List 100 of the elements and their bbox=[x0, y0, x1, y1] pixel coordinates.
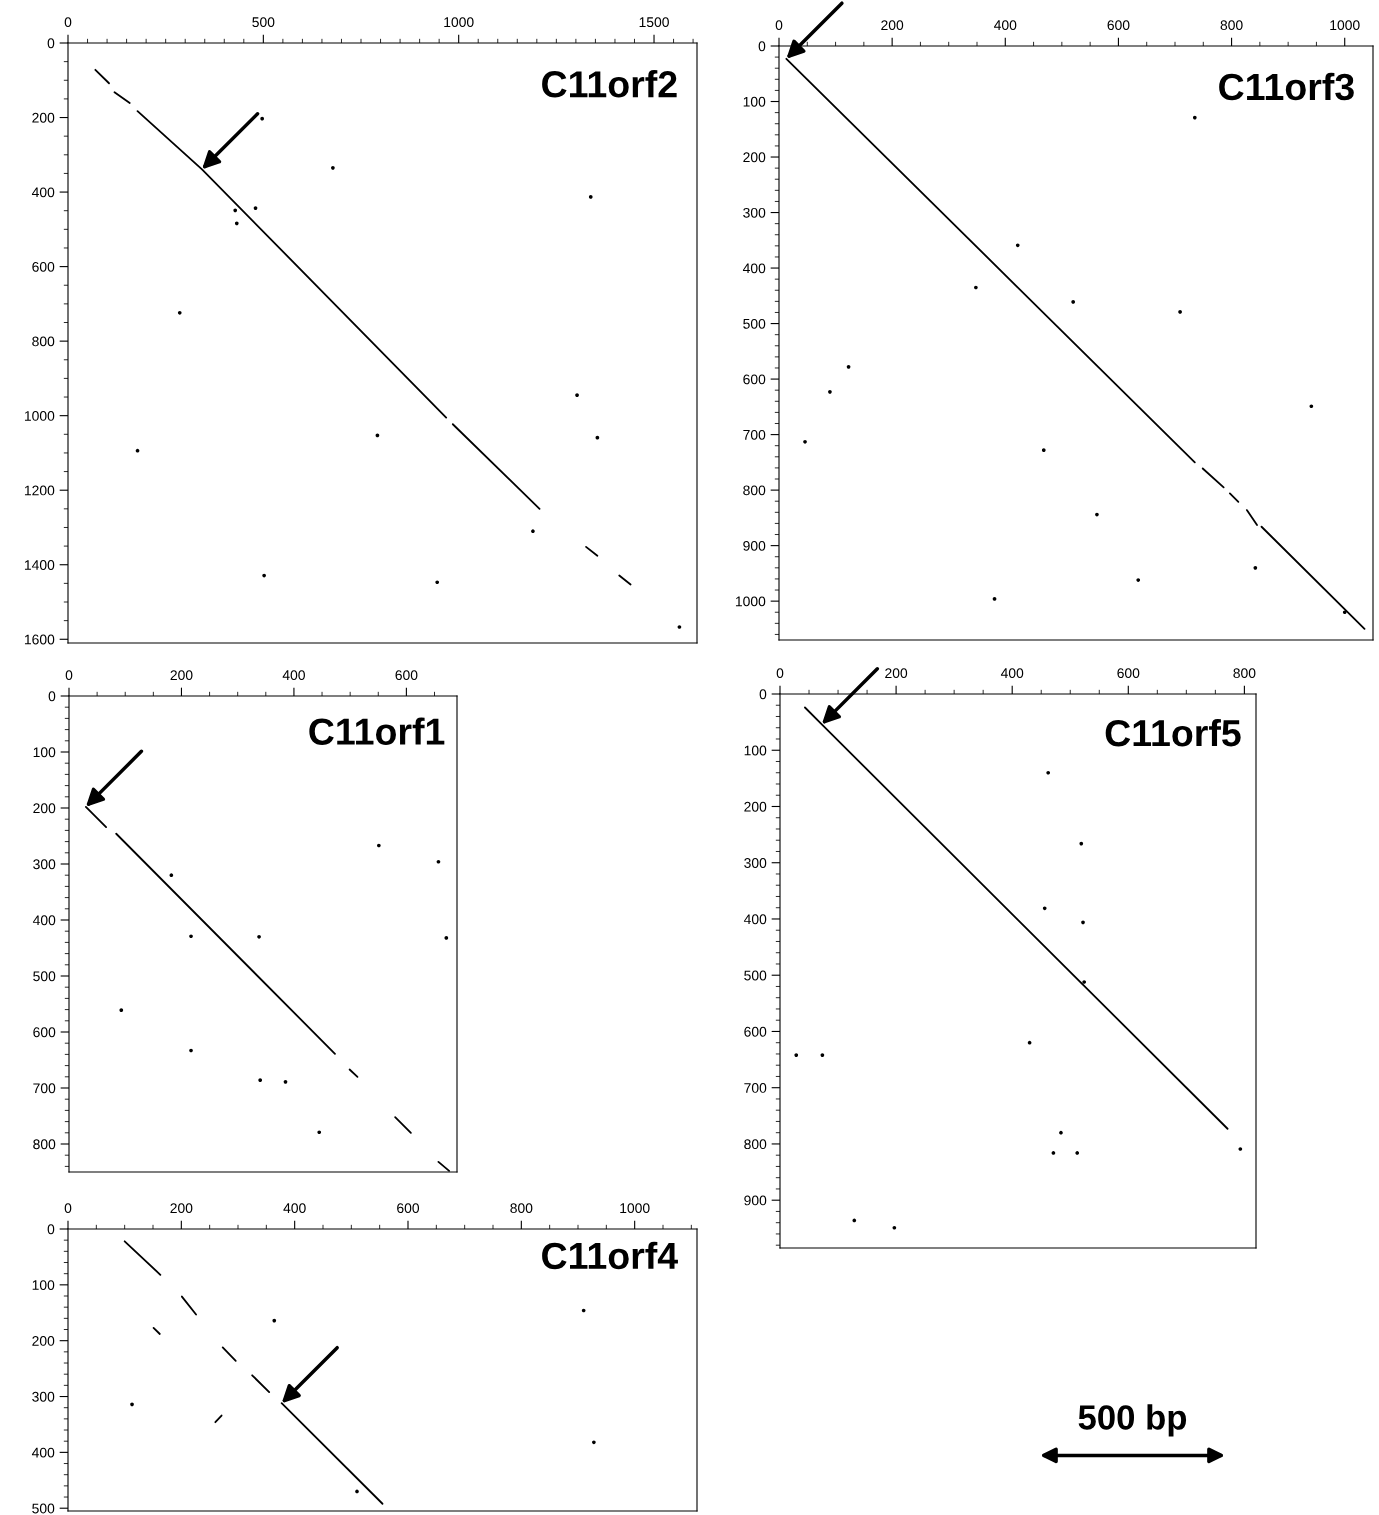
y-tick-label: 400 bbox=[742, 263, 766, 274]
point bbox=[436, 859, 441, 864]
y-tick-label: 200 bbox=[743, 152, 766, 163]
chart-title: C11orf1 bbox=[309, 717, 445, 745]
y-tick-label: 600 bbox=[743, 374, 766, 385]
point bbox=[234, 221, 239, 226]
y-tick-label: 1200 bbox=[24, 485, 55, 496]
x-tick-label: 800 bbox=[1233, 668, 1256, 679]
y-tick-label: 900 bbox=[744, 1195, 767, 1206]
x-tick-label: 0 bbox=[65, 670, 73, 681]
x-tick-label: 1000 bbox=[620, 1203, 650, 1214]
point bbox=[189, 934, 193, 939]
point bbox=[1082, 980, 1087, 984]
point bbox=[1081, 920, 1085, 925]
y-tick-label: 800 bbox=[33, 1139, 56, 1150]
x-tick-label: 0 bbox=[64, 1203, 72, 1214]
point bbox=[169, 873, 174, 878]
y-tick-label: 200 bbox=[32, 112, 55, 123]
point bbox=[130, 1402, 134, 1407]
x-tick-label: 600 bbox=[397, 1203, 420, 1214]
point bbox=[1075, 1151, 1080, 1155]
point bbox=[1079, 841, 1084, 846]
point bbox=[1253, 565, 1258, 570]
point bbox=[1071, 300, 1076, 304]
x-tick-label: 0 bbox=[64, 17, 72, 28]
y-tick-label: 100 bbox=[744, 745, 767, 756]
point bbox=[177, 310, 182, 315]
point bbox=[444, 936, 449, 940]
text: C11orf2 bbox=[542, 70, 677, 98]
y-tick-label: 0 bbox=[759, 689, 767, 700]
point bbox=[1136, 578, 1141, 582]
point bbox=[531, 529, 535, 534]
point bbox=[1046, 770, 1051, 775]
point bbox=[258, 1078, 263, 1082]
point bbox=[260, 116, 265, 121]
point bbox=[1027, 1040, 1032, 1045]
point bbox=[1041, 448, 1046, 452]
x-tick-label: 400 bbox=[283, 1203, 306, 1214]
x-tick-label: 0 bbox=[775, 20, 783, 31]
y-tick-label: 900 bbox=[743, 540, 766, 551]
point bbox=[803, 439, 807, 444]
y-tick-label: 700 bbox=[33, 1083, 56, 1094]
point bbox=[592, 1440, 596, 1445]
y-tick-label: 0 bbox=[47, 1224, 55, 1235]
point bbox=[820, 1053, 825, 1057]
y-tick-label: 300 bbox=[743, 207, 766, 218]
point bbox=[892, 1225, 897, 1230]
y-tick-label: 300 bbox=[744, 858, 767, 868]
point bbox=[119, 1008, 124, 1012]
x-tick-label: 800 bbox=[1220, 20, 1243, 31]
x-tick-label: 200 bbox=[885, 668, 908, 679]
text: C11orf3 bbox=[1219, 72, 1354, 101]
y-tick-label: 1000 bbox=[735, 596, 766, 607]
y-tick-label: 400 bbox=[31, 187, 55, 198]
y-tick-label: 500 bbox=[32, 1503, 55, 1514]
point bbox=[828, 390, 832, 394]
y-tick-label: 700 bbox=[744, 1083, 767, 1093]
x-tick-label: 1000 bbox=[1330, 20, 1360, 31]
point bbox=[331, 166, 335, 170]
point bbox=[588, 195, 593, 199]
point bbox=[1309, 404, 1314, 409]
point bbox=[1059, 1130, 1063, 1135]
y-tick-label: 600 bbox=[33, 1027, 56, 1038]
text: 500 bp bbox=[1078, 1404, 1187, 1437]
y-tick-label: 300 bbox=[32, 1391, 55, 1402]
y-tick-label: 800 bbox=[32, 336, 55, 347]
point bbox=[189, 1048, 193, 1053]
point bbox=[677, 625, 682, 629]
y-tick-label: 500 bbox=[744, 970, 767, 981]
x-tick-label: 200 bbox=[881, 20, 904, 31]
point bbox=[253, 206, 258, 210]
y-tick-label: 1000 bbox=[24, 411, 55, 421]
text: C11orf5 bbox=[1105, 718, 1241, 747]
y-tick-label: 600 bbox=[32, 261, 55, 272]
y-tick-label: 100 bbox=[32, 1280, 55, 1291]
point bbox=[272, 1318, 277, 1323]
x-tick-label: 0 bbox=[776, 668, 784, 679]
point bbox=[283, 1080, 288, 1084]
point bbox=[1238, 1147, 1243, 1151]
point bbox=[435, 580, 440, 585]
point bbox=[1178, 310, 1182, 314]
y-tick-label: 1400 bbox=[24, 560, 55, 570]
y-tick-label: 100 bbox=[743, 96, 766, 107]
y-tick-label: 300 bbox=[33, 859, 56, 870]
point bbox=[1042, 906, 1047, 911]
y-tick-label: 500 bbox=[33, 971, 56, 982]
y-tick-label: 400 bbox=[32, 915, 56, 926]
point bbox=[1015, 243, 1020, 248]
point bbox=[233, 208, 238, 213]
x-tick-label: 1500 bbox=[639, 17, 669, 28]
y-tick-label: 400 bbox=[743, 914, 767, 925]
y-tick-label: 1600 bbox=[24, 634, 55, 645]
point bbox=[1095, 512, 1099, 517]
x-tick-label: 600 bbox=[1107, 20, 1130, 31]
x-tick-label: 400 bbox=[994, 20, 1017, 31]
x-tick-label: 600 bbox=[395, 670, 418, 681]
x-tick-label: 400 bbox=[1000, 668, 1024, 679]
y-tick-label: 700 bbox=[743, 429, 766, 440]
point bbox=[377, 843, 381, 848]
point bbox=[852, 1218, 857, 1223]
